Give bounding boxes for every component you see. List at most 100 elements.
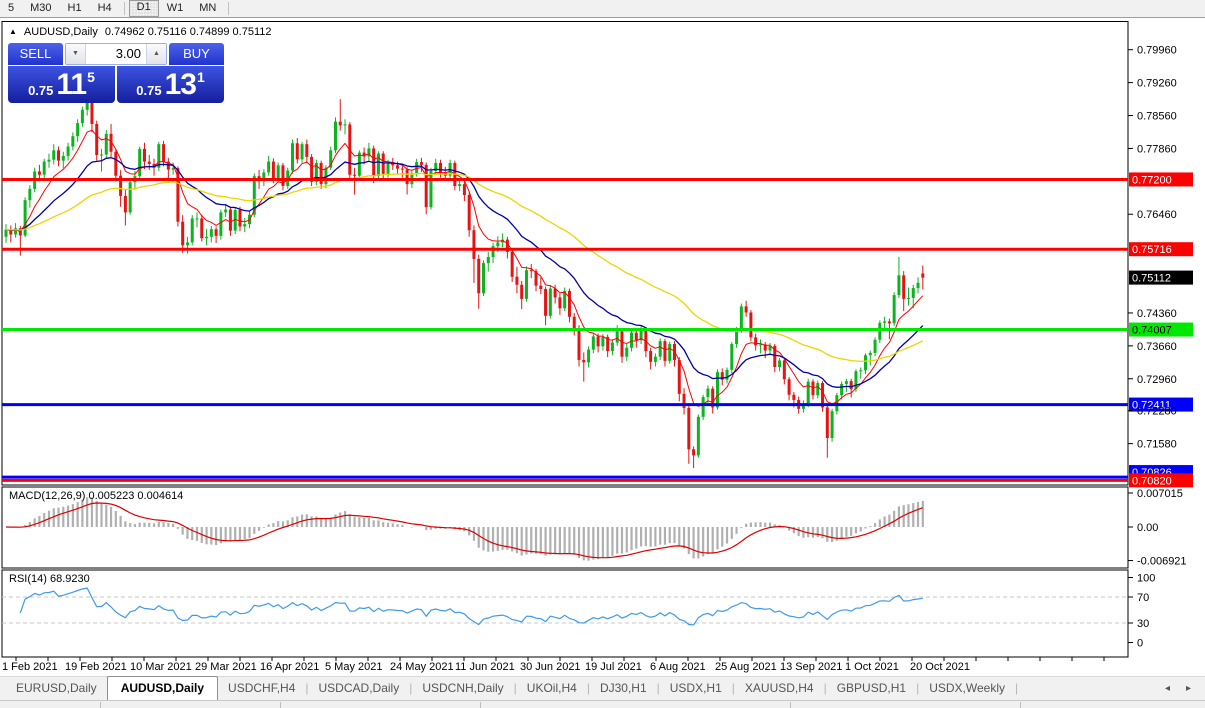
svg-text:0.76460: 0.76460 bbox=[1137, 209, 1177, 221]
tab-usdx-h1[interactable]: USDX,H1 bbox=[669, 681, 722, 695]
price-badge bbox=[1129, 242, 1193, 257]
tab-separator: | bbox=[916, 681, 920, 695]
svg-text:0.007015: 0.007015 bbox=[1137, 488, 1183, 500]
date-label: 13 Sep 2021 bbox=[780, 661, 843, 673]
chevron-down-icon: ▼ bbox=[72, 50, 79, 57]
date-label: 11 Jun 2021 bbox=[455, 661, 515, 673]
svg-text:0.77200: 0.77200 bbox=[1132, 174, 1172, 186]
buy-button[interactable]: BUY bbox=[169, 43, 224, 65]
bid-price-prefix: 0.75 bbox=[28, 83, 54, 98]
tab-separator: | bbox=[305, 681, 309, 695]
svg-text:100: 100 bbox=[1137, 573, 1155, 585]
date-label: 6 Aug 2021 bbox=[650, 661, 706, 673]
tab-separator: | bbox=[513, 681, 517, 695]
svg-text:0: 0 bbox=[1137, 638, 1143, 650]
svg-text:0.72960: 0.72960 bbox=[1137, 374, 1177, 386]
timeframe-button-H4[interactable]: H4 bbox=[97, 2, 112, 14]
price-badge bbox=[1129, 473, 1193, 488]
timeframe-button-M30[interactable]: M30 bbox=[30, 2, 52, 14]
bid-price-sup: 5 bbox=[87, 69, 95, 85]
timeframe-button-MN[interactable]: MN bbox=[199, 2, 217, 14]
svg-text:0.74360: 0.74360 bbox=[1137, 308, 1177, 320]
date-label: 29 Mar 2021 bbox=[195, 661, 257, 673]
date-label: 30 Jun 2021 bbox=[520, 661, 581, 673]
svg-text:0.75112: 0.75112 bbox=[1132, 273, 1171, 285]
svg-text:0.70820: 0.70820 bbox=[1132, 475, 1172, 487]
tab-usdchf-h4[interactable]: USDCHF,H4 bbox=[228, 681, 296, 695]
svg-text:0.74007: 0.74007 bbox=[1132, 325, 1172, 337]
svg-text:0.72280: 0.72280 bbox=[1137, 406, 1177, 418]
svg-text:0.00: 0.00 bbox=[1137, 522, 1158, 534]
tab-dj30-h1[interactable]: DJ30,H1 bbox=[599, 681, 647, 695]
date-label: 19 Feb 2021 bbox=[65, 661, 127, 673]
symbol-tabs: EURUSD,Daily AUDUSD,Daily USDCHF,H4 | USDCAD… bbox=[0, 676, 1205, 701]
tab-separator: | bbox=[731, 681, 735, 695]
tab-xauusd-h4[interactable]: XAUUSD,H4 bbox=[744, 681, 814, 695]
tab-separator: | bbox=[409, 681, 413, 695]
date-label: 25 Aug 2021 bbox=[715, 661, 777, 673]
toolbar-separator bbox=[123, 2, 125, 15]
tab-scroll-right-icon[interactable]: ▸ bbox=[1185, 683, 1191, 694]
tab-usdcad-daily[interactable]: USDCAD,Daily bbox=[318, 681, 400, 695]
macd-name: MACD(12,26,9) bbox=[9, 490, 86, 502]
volume-increase-button[interactable]: ▲ bbox=[146, 44, 166, 64]
svg-text:0.71580: 0.71580 bbox=[1137, 439, 1177, 451]
timeframe-button-W1[interactable]: W1 bbox=[166, 2, 184, 14]
tab-usdx-weekly[interactable]: USDX,Weekly bbox=[929, 681, 1005, 695]
ma-line-55 bbox=[5, 172, 924, 363]
rsi-value: 68.9230 bbox=[49, 573, 90, 585]
candles-layer bbox=[4, 94, 925, 469]
svg-text:0.72411: 0.72411 bbox=[1132, 400, 1171, 412]
date-label: 16 Apr 2021 bbox=[260, 661, 320, 673]
one-click-trading-panel: SELL ▼ 3.00 ▲ BUY 0.75 11 5 0.75 13 1 bbox=[8, 43, 224, 103]
ask-price-prefix: 0.75 bbox=[136, 83, 162, 98]
svg-text:0.73660: 0.73660 bbox=[1137, 341, 1177, 353]
rsi-line bbox=[19, 587, 923, 626]
date-label: 24 May 2021 bbox=[390, 661, 454, 673]
tab-audusd-daily[interactable]: AUDUSD,Daily bbox=[106, 676, 219, 701]
tab-separator: | bbox=[823, 681, 827, 695]
bid-price-big: 11 bbox=[56, 67, 87, 101]
ask-price-sup: 1 bbox=[196, 69, 205, 85]
date-label: 1 Oct 2021 bbox=[845, 661, 899, 673]
svg-text:0.79960: 0.79960 bbox=[1137, 45, 1177, 57]
tab-gbpusd-h1[interactable]: GBPUSD,H1 bbox=[836, 681, 907, 695]
svg-text:-0.006921: -0.006921 bbox=[1137, 556, 1187, 568]
chart-symbol-label: AUDUSD,Daily bbox=[23, 26, 98, 38]
timeframe-button-D1[interactable]: D1 bbox=[128, 0, 159, 17]
chevron-up-icon: ▲ bbox=[153, 50, 160, 57]
volume-decrease-button[interactable]: ▼ bbox=[66, 44, 86, 64]
volume-input[interactable]: 3.00 bbox=[115, 46, 141, 61]
svg-text:70: 70 bbox=[1137, 592, 1149, 604]
rsi-indicator-label: RSI(14) 68.9230 bbox=[9, 573, 90, 585]
svg-text:0.79260: 0.79260 bbox=[1137, 78, 1177, 90]
tab-ukoil-h4[interactable]: UKOil,H4 bbox=[526, 681, 577, 695]
tab-separator: | bbox=[586, 681, 590, 695]
macd-values: 0.005223 0.004614 bbox=[88, 490, 184, 502]
timeframe-button-5[interactable]: 5 bbox=[8, 2, 15, 14]
date-label: 19 Jul 2021 bbox=[585, 661, 642, 673]
svg-text:0.75716: 0.75716 bbox=[1132, 244, 1172, 256]
ma-line-21 bbox=[5, 157, 924, 388]
svg-text:0.77860: 0.77860 bbox=[1137, 143, 1177, 155]
timeframe-button-H1[interactable]: H1 bbox=[67, 2, 82, 14]
date-label: 1 Feb 2021 bbox=[2, 661, 58, 673]
tab-scroll-left-icon[interactable]: ◂ bbox=[1164, 683, 1170, 694]
status-bar bbox=[0, 700, 1205, 708]
svg-text:0.78560: 0.78560 bbox=[1137, 111, 1177, 123]
timeframe-toolbar: 5 M30 H1 H4 D1 W1 MN bbox=[0, 0, 1205, 18]
rsi-name: RSI(14) bbox=[9, 573, 47, 585]
svg-text:30: 30 bbox=[1137, 618, 1149, 630]
buy-price-display[interactable]: 0.75 13 1 bbox=[117, 66, 224, 103]
tab-usdcnh-daily[interactable]: USDCNH,Daily bbox=[422, 681, 504, 695]
date-label: 5 May 2021 bbox=[325, 661, 383, 673]
price-badge bbox=[1129, 172, 1193, 187]
sell-price-display[interactable]: 0.75 11 5 bbox=[8, 66, 115, 103]
sell-button[interactable]: SELL bbox=[8, 43, 63, 65]
macd-indicator-label: MACD(12,26,9) 0.005223 0.004614 bbox=[9, 490, 183, 502]
collapse-triangle-icon[interactable]: ▲ bbox=[9, 26, 17, 36]
tab-separator: | bbox=[1014, 681, 1019, 695]
date-label: 20 Oct 2021 bbox=[910, 661, 970, 673]
tab-eurusd-daily[interactable]: EURUSD,Daily bbox=[16, 681, 97, 695]
